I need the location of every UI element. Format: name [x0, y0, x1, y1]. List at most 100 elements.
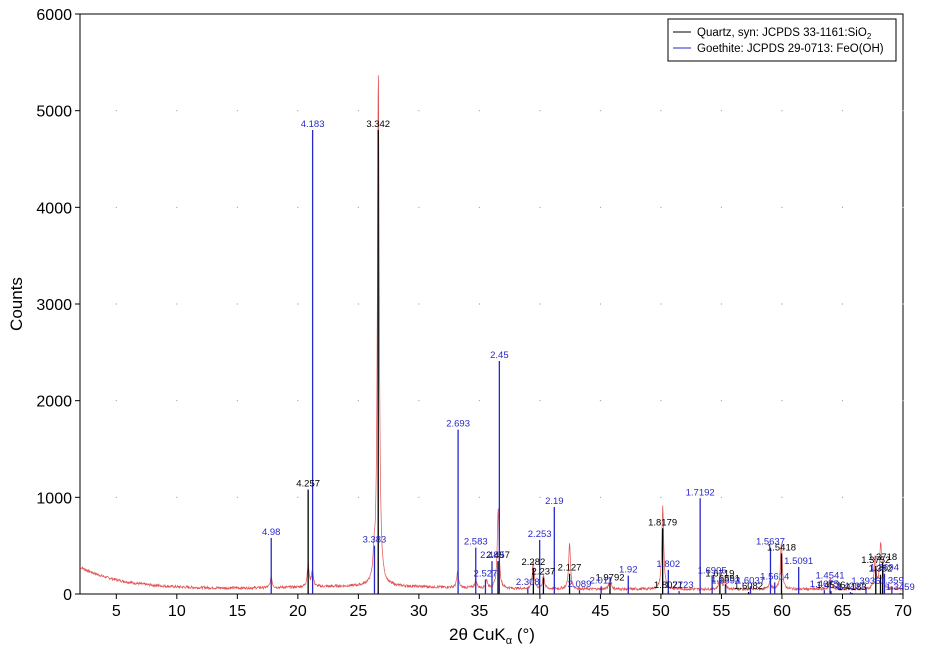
grid-dot — [841, 303, 844, 305]
grid-dot — [478, 110, 480, 112]
peak-label-goethite: 1.7723 — [665, 580, 694, 591]
grid-dot — [115, 400, 117, 402]
grid-dot — [781, 206, 783, 208]
peak-label-quartz: 2.127 — [558, 563, 582, 574]
peak-label-goethite: 4.98 — [262, 527, 281, 538]
grid-dot — [115, 496, 117, 498]
peak-label-quartz: 2.237 — [532, 567, 556, 578]
grid-dot — [599, 110, 602, 112]
grid-dot — [418, 110, 420, 112]
grid-dot — [236, 496, 238, 498]
grid-dot — [902, 110, 904, 112]
x-tick-label: 70 — [894, 603, 912, 620]
sticks-layer — [270, 130, 901, 594]
grid-dot — [539, 206, 541, 208]
grid-dot — [115, 110, 117, 112]
peak-label-quartz: 1.5418 — [767, 542, 796, 553]
peak-label-quartz: 1.6082 — [734, 581, 763, 592]
grid-dot — [357, 110, 359, 112]
grid-dot — [418, 400, 420, 402]
x-tick-label: 50 — [652, 603, 670, 620]
grid-dot — [478, 496, 480, 498]
plot-area — [79, 13, 904, 595]
grid-dot — [781, 303, 783, 305]
peak-label-quartz: 2.457 — [486, 550, 510, 561]
grid-dot — [660, 110, 662, 112]
grid-dot — [902, 496, 904, 498]
grid-dot — [599, 303, 602, 305]
grid-dot — [478, 206, 480, 208]
grid-dot — [297, 496, 299, 498]
grid-dot — [176, 110, 178, 112]
grid-dot — [418, 303, 420, 305]
y-tick-label: 6000 — [36, 7, 72, 24]
x-tick-label: 10 — [168, 603, 186, 620]
grid-dot — [720, 206, 723, 208]
y-tick-label: 1000 — [36, 490, 72, 507]
peak-label-quartz: 1.4536 — [816, 580, 845, 591]
peak-label-goethite: 3.383 — [363, 535, 387, 546]
peak-label-quartz: 3.342 — [366, 119, 390, 130]
grid-dot — [720, 496, 723, 498]
grid-dot — [115, 303, 117, 305]
grid-dot — [478, 400, 480, 402]
peak-label-quartz: 1.4183 — [838, 582, 867, 593]
peak-label-goethite: 1.3936 — [851, 576, 880, 587]
peak-label-goethite: 2.693 — [446, 419, 470, 430]
x-tick-label: 45 — [592, 603, 610, 620]
peak-label-goethite: 1.4541 — [815, 570, 844, 581]
x-tick-label: 20 — [289, 603, 307, 620]
grid-dot — [902, 400, 904, 402]
grid-dot — [176, 303, 178, 305]
grid-dot — [418, 496, 420, 498]
grid-dot — [357, 303, 359, 305]
x-tick-label: 25 — [349, 603, 367, 620]
grid-dot — [176, 206, 178, 208]
y-tick-label: 0 — [63, 587, 72, 604]
grid-dot — [236, 110, 238, 112]
peak-label-goethite: 1.359 — [880, 575, 904, 586]
grid-dot — [176, 496, 178, 498]
grid-dot — [297, 303, 299, 305]
peak-label-goethite: 1.5091 — [784, 556, 813, 567]
grid-dot — [357, 400, 359, 402]
grid-dot — [297, 110, 299, 112]
grid-dot — [720, 400, 723, 402]
grid-dot — [660, 496, 662, 498]
grid-dot — [660, 400, 662, 402]
peak-label-quartz: 1.9792 — [595, 572, 624, 583]
grid-dot — [841, 110, 844, 112]
grid-dot — [781, 400, 783, 402]
peak-label-goethite: 2.583 — [464, 537, 488, 548]
peak-label-goethite: 1.6593 — [711, 575, 740, 586]
peak-label-goethite: 4.183 — [301, 119, 325, 130]
grid-dot — [115, 206, 117, 208]
grid-dot — [478, 303, 480, 305]
peak-label-goethite: 2.527 — [474, 569, 498, 580]
y-tick-label: 4000 — [36, 200, 72, 217]
grid-dot — [660, 206, 662, 208]
x-tick-label: 30 — [410, 603, 428, 620]
y-tick-label: 2000 — [36, 394, 72, 411]
grid-dot — [599, 496, 602, 498]
peak-label-goethite: 2.011 — [590, 575, 613, 586]
grid-dot — [841, 206, 844, 208]
peak-label-quartz: 1.3718 — [868, 552, 897, 563]
peak-label-quartz: 2.282 — [521, 557, 545, 568]
peak-label-goethite: 2.19 — [545, 496, 564, 507]
peak-label-quartz: 1.382 — [869, 564, 893, 575]
peak-label-goethite: 1.802 — [656, 559, 680, 570]
grid — [115, 110, 904, 498]
grid-dot — [539, 110, 541, 112]
grid-dot — [297, 400, 299, 402]
peak-label-goethite: 2.253 — [528, 529, 552, 540]
ticks-layer: 5 10 15 20 25 30 35 40 45 50 55 60 65 70 0 1000 2000 3000… — [36, 7, 912, 620]
grid-dot — [720, 110, 723, 112]
peak-label-goethite: 1.4675 — [810, 579, 839, 590]
grid-dot — [418, 206, 420, 208]
peak-label-goethite: 1.92 — [619, 565, 638, 576]
grid-dot — [357, 496, 359, 498]
grid-dot — [539, 496, 541, 498]
peak-label-goethite: 1.4207 — [836, 581, 865, 592]
